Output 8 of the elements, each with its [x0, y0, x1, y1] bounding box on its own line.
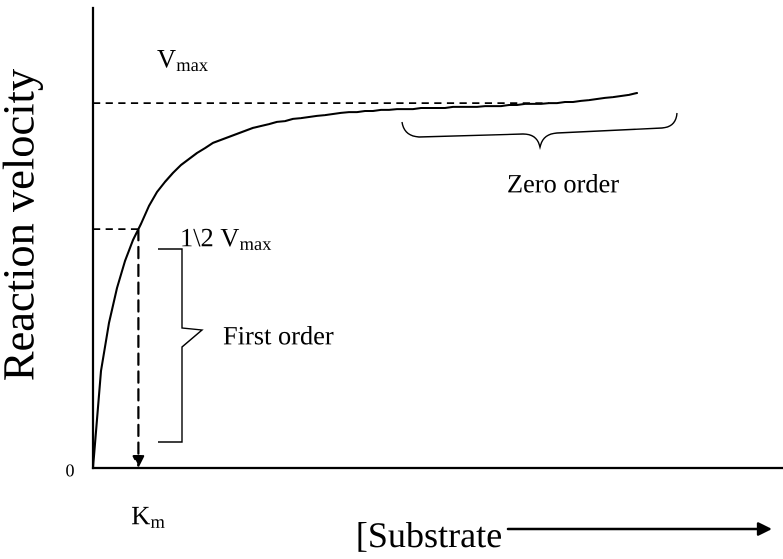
x-axis-title: [Substrate [358, 522, 501, 552]
ref-line-label: 1\2 V$_{max}$ [182, 228, 272, 250]
annotation: First order [224, 326, 334, 345]
annotation: Zero order [508, 174, 619, 193]
text: 0 [66, 464, 74, 477]
text: K$_{m}$ [132, 506, 165, 528]
ref-line-label: V$_{max}$ [157, 50, 208, 72]
y-axis-title: Reaction velocity [2, 69, 43, 380]
